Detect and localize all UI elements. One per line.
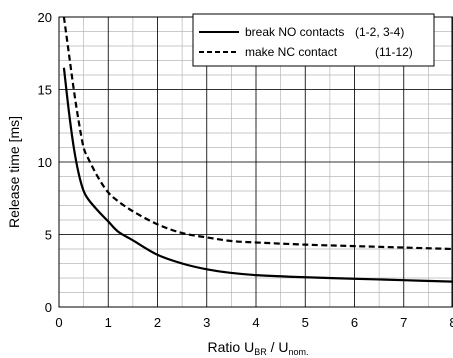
- legend-label-make-nc: make NC contact: [245, 45, 338, 59]
- x-tick-label: 8: [449, 315, 453, 330]
- y-tick-label: 15: [38, 83, 52, 98]
- y-axis-label: Release time [ms]: [6, 116, 22, 228]
- y-tick-label: 20: [38, 10, 52, 25]
- x-tick-label: 5: [302, 315, 309, 330]
- y-tick-label: 0: [45, 300, 52, 315]
- x-tick-labels: 0 1 2 3 4 5 6 7 8: [55, 315, 453, 330]
- legend-note-make-nc: (11-12): [375, 45, 413, 59]
- legend-box: [192, 13, 435, 67]
- series-line-break-no-contacts: [62, 67, 453, 283]
- legend: break NO contacts (1-2, 3-4) make NC con…: [192, 13, 435, 67]
- legend-label-break-no: break NO contacts: [245, 25, 344, 39]
- y-tick-label: 5: [45, 228, 52, 243]
- x-tick-label: 3: [203, 315, 210, 330]
- x-tick-label: 7: [400, 315, 407, 330]
- y-tick-label: 10: [38, 155, 52, 170]
- x-tick-label: 4: [252, 315, 259, 330]
- x-tick-label: 1: [105, 315, 112, 330]
- x-tick-label: 2: [154, 315, 161, 330]
- x-axis-label: Ratio UBR / Unom.: [208, 339, 309, 357]
- series-layer: [62, 16, 453, 283]
- legend-note-break-no: (1-2, 3-4): [355, 25, 404, 39]
- x-tick-label: 6: [351, 315, 358, 330]
- x-tick-label: 0: [55, 315, 62, 330]
- series-line-make-nc-contact: [62, 16, 453, 251]
- y-tick-labels: 0 5 10 15 20: [38, 10, 52, 315]
